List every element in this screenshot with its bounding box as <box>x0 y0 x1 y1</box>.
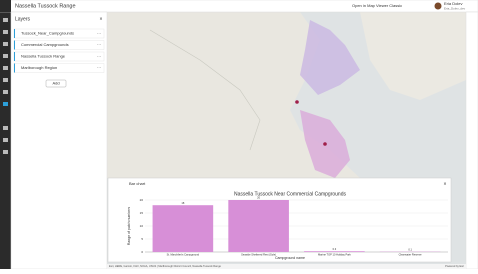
bar[interactable] <box>304 251 365 252</box>
menu-button[interactable] <box>0 0 11 12</box>
tool-icon[interactable] <box>3 18 8 22</box>
close-button[interactable]: × <box>100 16 103 22</box>
layer-accent <box>14 41 15 50</box>
layer-menu[interactable]: ··· <box>97 31 101 36</box>
panel-title: Layers <box>15 16 31 22</box>
tool-icon[interactable] <box>3 54 8 58</box>
tool-icon[interactable] <box>3 150 8 154</box>
x-tick-label: St. Marchiles's Campground <box>167 253 200 257</box>
layer-menu[interactable]: ··· <box>97 42 101 47</box>
layer-name: Commercial Campgrounds <box>21 42 69 47</box>
toolbar <box>0 0 11 269</box>
tool-icon[interactable] <box>3 78 8 82</box>
user-id: Eria_Dolev_dev <box>444 6 466 10</box>
classic-link[interactable]: Open in Map Viewer Classic <box>352 3 402 8</box>
layer-accent <box>14 29 15 38</box>
tool-icon[interactable] <box>3 138 8 142</box>
layer-accent <box>14 64 15 73</box>
chart-title: Nassella Tussock Near Commercial Campgro… <box>234 191 346 197</box>
powered-by: Powered by Esri <box>445 264 464 268</box>
close-button[interactable]: × <box>444 181 447 187</box>
bar[interactable] <box>153 205 214 252</box>
tool-icon[interactable] <box>3 30 8 34</box>
tool-icon[interactable] <box>3 66 8 70</box>
attribution: Esri, HERE, Garmin, FAO, NOAA, USGS | Ma… <box>109 264 222 268</box>
campground[interactable] <box>323 142 327 146</box>
layer-name: Nassella Tussock Range <box>21 54 66 59</box>
right-toolbar <box>466 12 478 269</box>
panel-title: Bar chart <box>129 181 146 186</box>
bar[interactable] <box>228 200 289 252</box>
layer-menu[interactable]: ··· <box>97 54 101 59</box>
data-label: 0.3 <box>333 247 337 251</box>
x-axis-label: Campground name <box>275 256 305 260</box>
layer-accent <box>14 52 15 61</box>
tool-icon[interactable] <box>3 90 8 94</box>
layer-menu[interactable]: ··· <box>97 65 101 70</box>
y-tick-label: 20 <box>140 198 144 202</box>
y-tick-label: 10 <box>140 224 144 228</box>
tool-icon-active[interactable] <box>3 102 8 106</box>
layer-name: Marlborough Region <box>21 65 57 70</box>
y-tick-label: 15 <box>140 211 144 215</box>
avatar[interactable] <box>435 3 442 10</box>
y-axis-label: Range of patch numbers <box>127 207 131 246</box>
data-label: 0.1 <box>408 247 412 251</box>
tool-icon[interactable] <box>3 126 8 130</box>
map-title: Nassella Tussock Range <box>15 3 76 9</box>
campground[interactable] <box>295 100 299 104</box>
add-label[interactable]: Add <box>52 81 59 86</box>
x-tick-label: Seaside Sheltered Rest (Sole) <box>241 253 276 257</box>
tool-icon[interactable] <box>3 42 8 46</box>
layers-panel <box>11 12 107 269</box>
x-tick-label: Clearwater Reserve <box>399 253 422 257</box>
x-tick-label: Marine TOP 10 Holiday Park <box>318 253 352 257</box>
layer-name: Tussock_Near_Campgrounds <box>21 31 74 36</box>
